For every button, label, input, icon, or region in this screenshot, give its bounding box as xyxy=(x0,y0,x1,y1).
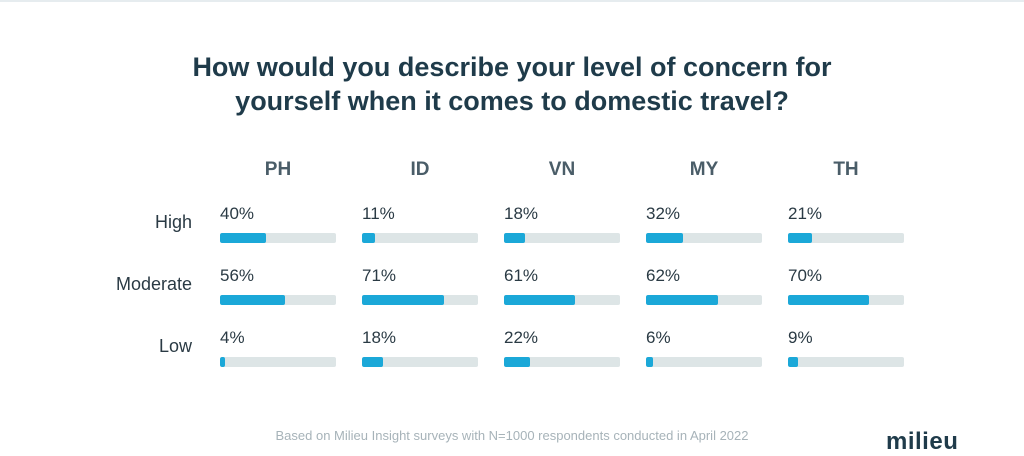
data-label-vn-low: 22% xyxy=(504,328,539,347)
column-header-vn: VN xyxy=(548,159,576,180)
bar-id-low xyxy=(362,357,383,367)
data-label-id-high: 11% xyxy=(362,204,395,223)
bar-track-vn-moderate xyxy=(504,295,620,305)
bar-track-ph-moderate xyxy=(220,295,336,305)
bar-vn-low xyxy=(504,357,530,367)
data-label-th-low: 9% xyxy=(788,328,813,347)
data-label-th-moderate: 70% xyxy=(788,266,823,285)
bar-track-id-high xyxy=(362,233,478,243)
data-label-id-moderate: 71% xyxy=(362,266,397,285)
bar-ph-high xyxy=(220,233,266,243)
bar-track-vn-high xyxy=(504,233,620,243)
bar-track-th-moderate xyxy=(788,295,904,305)
column-header-my: MY xyxy=(689,159,719,180)
data-label-my-moderate: 62% xyxy=(646,266,681,285)
bar-vn-high xyxy=(504,233,525,243)
chart-title: How would you describe your level of con… xyxy=(0,50,1024,118)
row-label-low: Low xyxy=(158,336,192,356)
bar-ph-low xyxy=(220,357,225,367)
bar-track-id-moderate xyxy=(362,295,478,305)
bar-my-high xyxy=(646,233,683,243)
footnote: Based on Milieu Insight surveys with N=1… xyxy=(275,428,749,443)
data-label-ph-high: 40% xyxy=(220,204,255,223)
data-label-vn-moderate: 61% xyxy=(504,266,539,285)
data-label-my-low: 6% xyxy=(646,328,671,347)
column-header-id: ID xyxy=(410,159,430,180)
bar-track-my-moderate xyxy=(646,295,762,305)
bar-my-moderate xyxy=(646,295,718,305)
bar-th-high xyxy=(788,233,812,243)
bar-track-vn-low xyxy=(504,357,620,367)
bar-id-high xyxy=(362,233,375,243)
milieu-logo: milieu xyxy=(886,428,959,455)
data-label-ph-moderate: 56% xyxy=(220,266,255,285)
data-label-ph-low: 4% xyxy=(220,328,245,347)
title-line-1: How would you describe your level of con… xyxy=(192,52,832,82)
data-label-vn-high: 18% xyxy=(504,204,539,223)
bar-track-my-low xyxy=(646,357,762,367)
bar-th-moderate xyxy=(788,295,869,305)
bar-my-low xyxy=(646,357,653,367)
bar-track-id-low xyxy=(362,357,478,367)
bar-id-moderate xyxy=(362,295,444,305)
bar-ph-moderate xyxy=(220,295,285,305)
data-label-my-high: 32% xyxy=(646,204,681,223)
bar-vn-moderate xyxy=(504,295,575,305)
row-label-moderate: Moderate xyxy=(115,274,192,294)
bar-track-ph-low xyxy=(220,357,336,367)
column-header-th: TH xyxy=(833,159,859,180)
bar-track-th-high xyxy=(788,233,904,243)
bar-track-th-low xyxy=(788,357,904,367)
bar-th-low xyxy=(788,357,798,367)
bar-track-ph-high xyxy=(220,233,336,243)
data-label-th-high: 21% xyxy=(788,204,823,223)
top-divider xyxy=(0,0,1024,2)
row-label-high: High xyxy=(154,212,192,232)
column-header-ph: PH xyxy=(264,159,292,180)
title-line-2: yourself when it comes to domestic trave… xyxy=(235,86,789,116)
bar-track-my-high xyxy=(646,233,762,243)
data-label-id-low: 18% xyxy=(362,328,397,347)
